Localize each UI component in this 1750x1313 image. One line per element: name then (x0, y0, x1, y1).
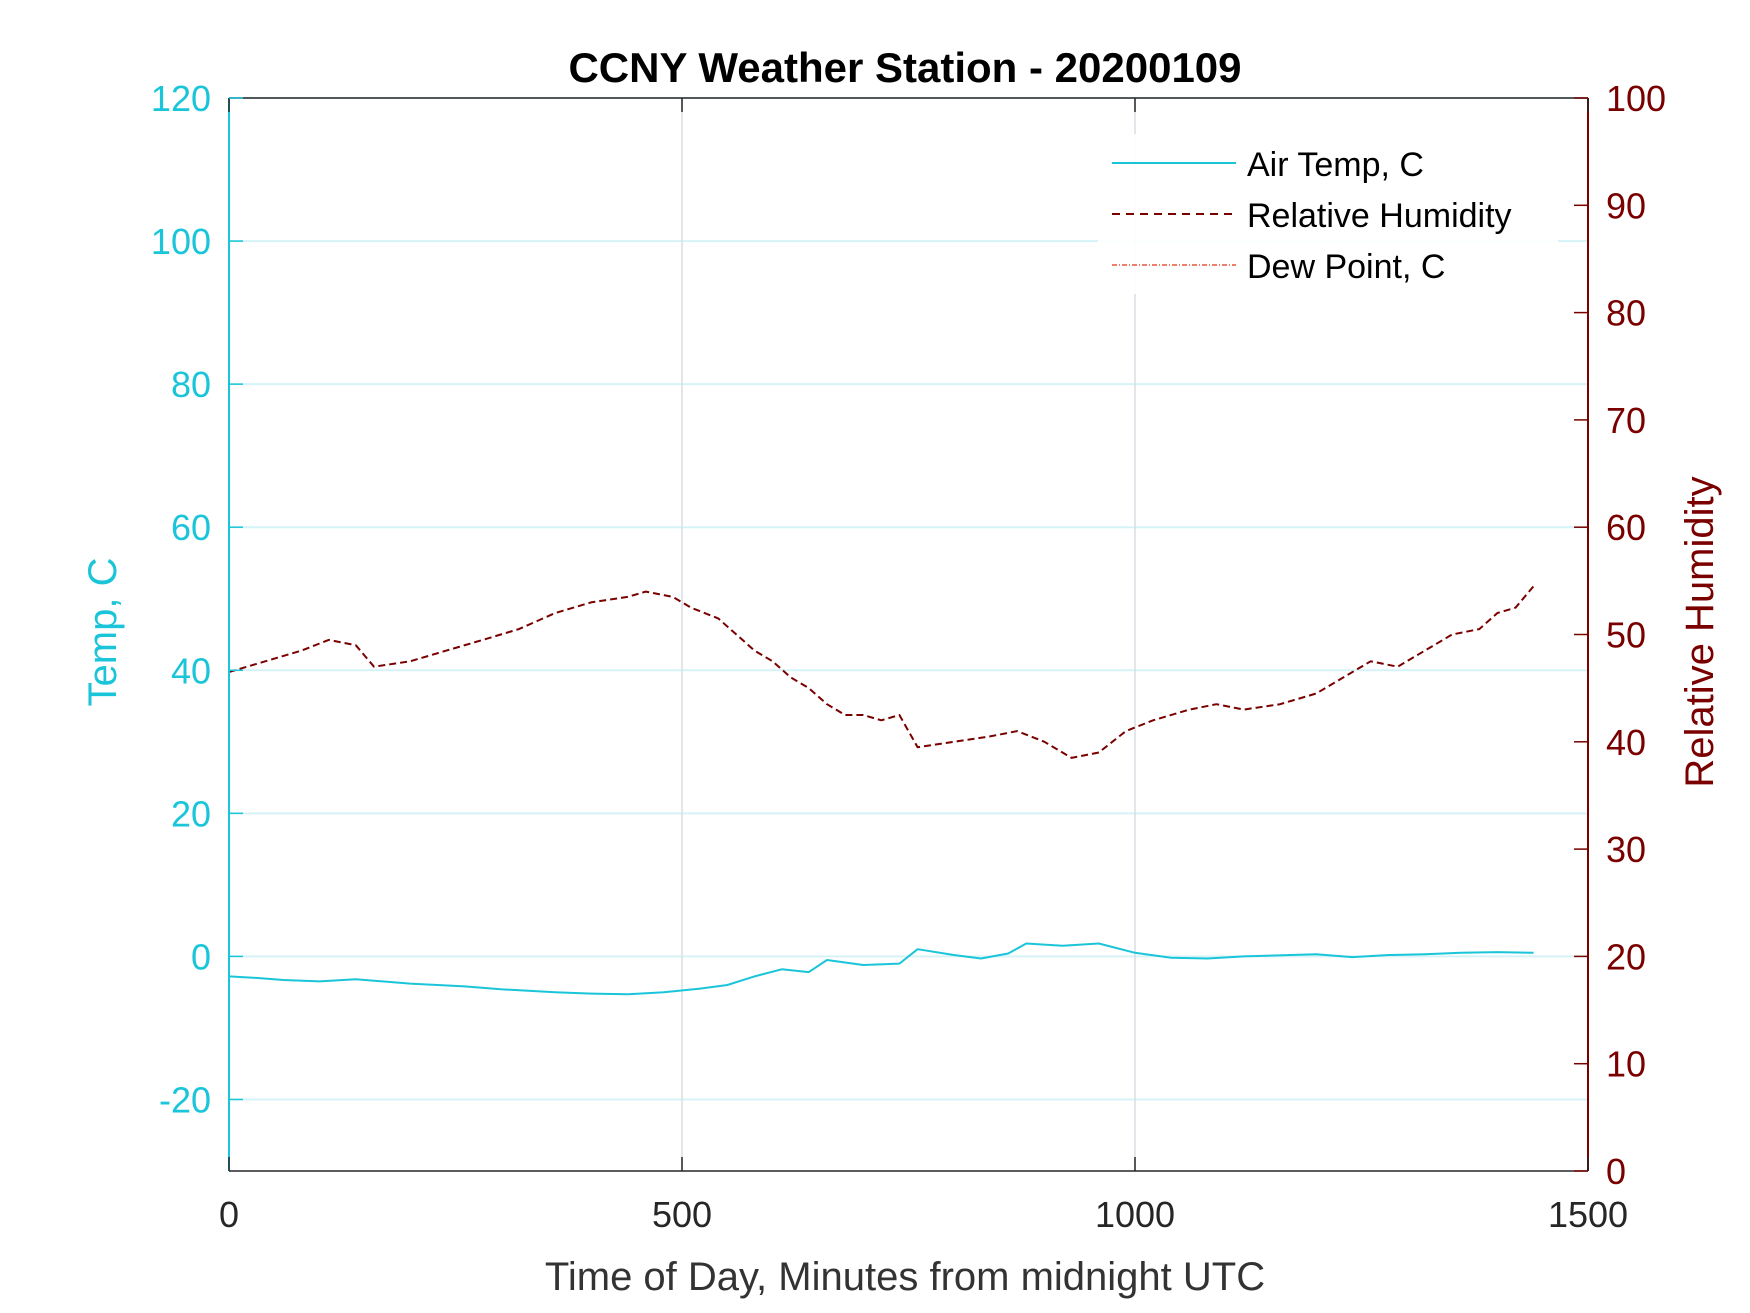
legend-label-air-temp: Air Temp, C (1247, 146, 1424, 184)
y-tick-label-right: 40 (1606, 722, 1646, 763)
y-tick-label-right: 60 (1606, 507, 1646, 548)
y-tick-label-right: 70 (1606, 400, 1646, 441)
axes: 0 500 1000 1500 -20 0 20 40 60 80 100 120 0 10 20 30 40 5… (151, 78, 1666, 1235)
y-tick-label-left: 120 (151, 78, 211, 119)
y-axis-label-left: Temp, C (81, 558, 125, 707)
y-tick-label-right: 0 (1606, 1151, 1626, 1192)
y-tick-label-left: 0 (191, 936, 211, 977)
series-line-air-temp (228, 942, 1534, 996)
y-tick-label-right: 90 (1606, 185, 1646, 226)
y-tick-label-left: 80 (171, 364, 211, 405)
x-axis-label: Time of Day, Minutes from midnight UTC (545, 1255, 1265, 1299)
legend: Air Temp, C Relative Humidity Dew Point,… (1098, 134, 1558, 294)
series-layer (228, 585, 1535, 996)
y-tick-label-left: 20 (171, 793, 211, 834)
chart-title: CCNY Weather Station - 20200109 (568, 44, 1241, 91)
series-line-relative-humidity (228, 585, 1535, 759)
y-tick-label-left: 100 (151, 221, 211, 262)
y-tick-label-right: 20 (1606, 936, 1646, 977)
y-tick-label-left: -20 (159, 1079, 211, 1120)
x-tick-label: 1500 (1548, 1194, 1628, 1235)
y-tick-label-right: 50 (1606, 615, 1646, 656)
legend-label-dew-point: Dew Point, C (1247, 248, 1445, 286)
y-tick-label-left: 40 (171, 650, 211, 691)
y-tick-label-left: 60 (171, 507, 211, 548)
y-axis-label-right: Relative Humidity (1678, 476, 1722, 787)
y-tick-label-right: 80 (1606, 293, 1646, 334)
x-tick-label: 0 (219, 1194, 239, 1235)
y-tick-label-right: 30 (1606, 829, 1646, 870)
x-tick-label: 1000 (1095, 1194, 1175, 1235)
legend-label-rh: Relative Humidity (1247, 197, 1512, 235)
y-tick-label-right: 10 (1606, 1044, 1646, 1085)
x-tick-label: 500 (652, 1194, 712, 1235)
y-tick-label-right: 100 (1606, 78, 1666, 119)
